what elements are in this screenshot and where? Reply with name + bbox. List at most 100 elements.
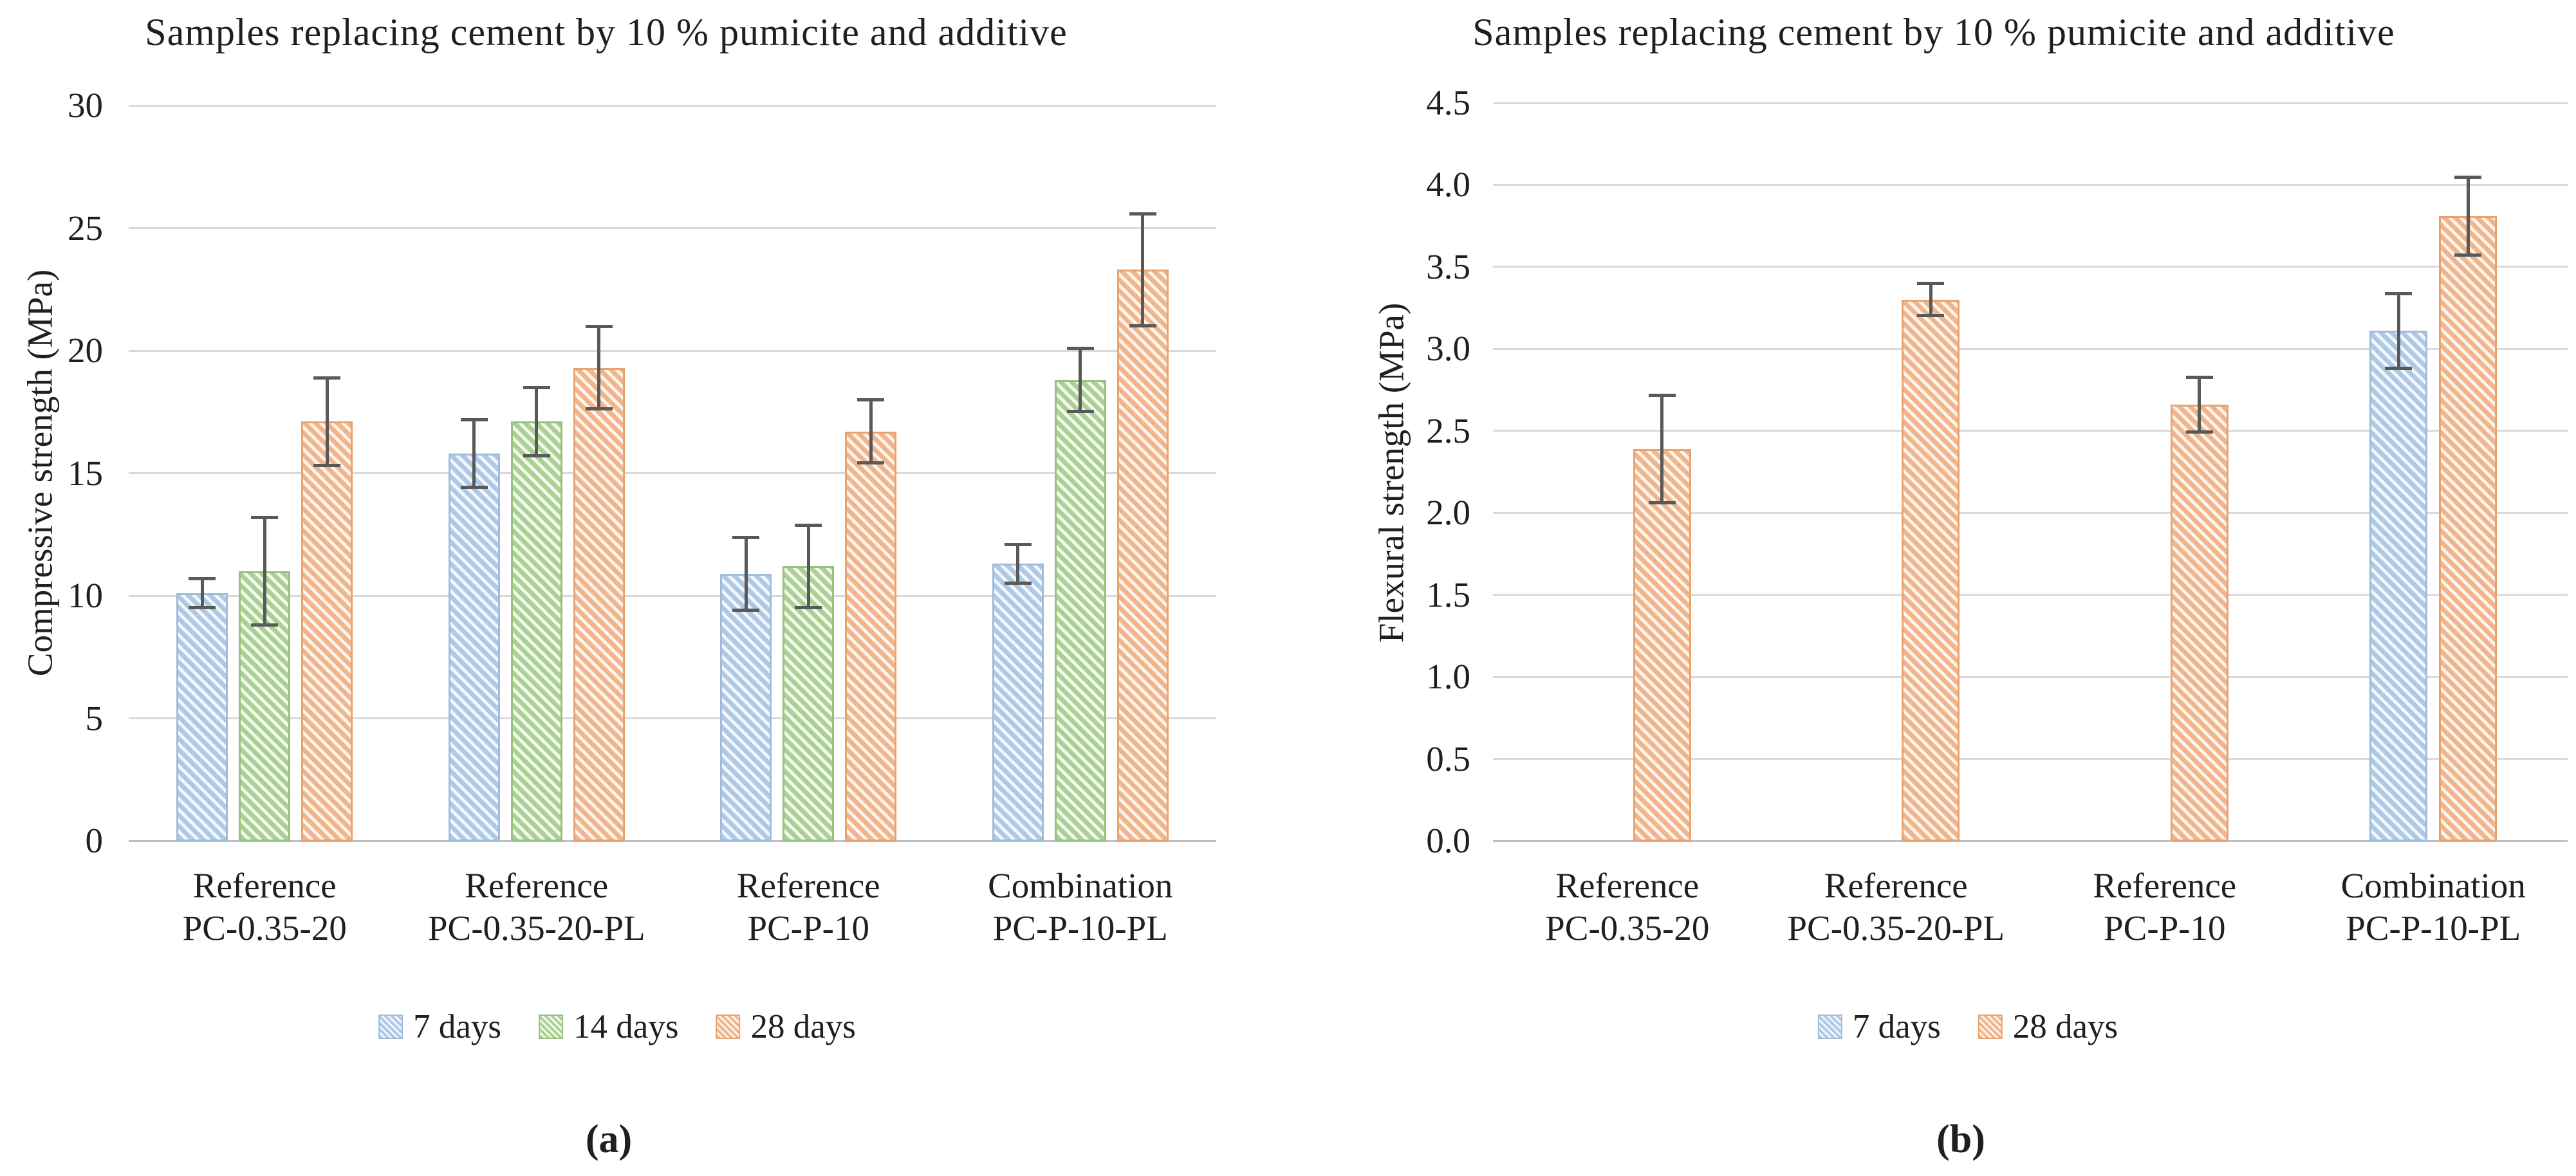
error-bar-cap-top — [1917, 282, 1945, 286]
bar-28-days-group2 — [1902, 299, 1960, 841]
error-bar — [2466, 176, 2470, 256]
x-category-label-line: PC-0.35-20-PL — [427, 908, 645, 948]
y-tick-label: 1.5 — [1426, 574, 1470, 614]
error-bar-cap-top — [857, 398, 885, 402]
x-category-label-line: PC-0.35-20 — [1545, 908, 1710, 948]
panel-caption-a: (a) — [585, 1117, 633, 1161]
error-bar — [325, 377, 329, 466]
error-bar — [1079, 348, 1082, 412]
gridline — [129, 594, 1216, 597]
error-bar-cap-bottom — [523, 454, 550, 457]
bar-28-days-group1 — [301, 421, 353, 841]
bar-28-days-group3 — [2170, 404, 2229, 841]
x-category-label: Reference PC-0.35-20-PL — [357, 865, 717, 950]
x-category-label-line: Reference — [1824, 866, 1968, 905]
x-category-label-line: PC-0.35-20-PL — [1787, 908, 2005, 948]
legend-label: 28 days — [2012, 1008, 2118, 1045]
y-tick-label: 0.0 — [1426, 821, 1470, 860]
error-bar — [1141, 213, 1145, 326]
x-category-label-line: PC-P-10 — [2104, 908, 2226, 948]
error-bar-cap-bottom — [189, 606, 216, 610]
bar-7-days-group4 — [992, 564, 1044, 841]
error-bar — [1016, 544, 1020, 583]
y-tick-label: 20 — [68, 331, 103, 370]
legend: 7 days 28 days — [1817, 1007, 2118, 1046]
x-category-label-line: Reference — [736, 866, 880, 905]
error-bar-cap-top — [1648, 393, 1676, 397]
bar-7-days-group1 — [176, 593, 228, 841]
error-bar-cap-bottom — [732, 608, 760, 612]
error-bar-cap-top — [732, 535, 760, 539]
x-category-label-line: Combination — [988, 866, 1173, 905]
bar-28-days-group4 — [1117, 270, 1169, 841]
legend-item-7-days: 7 days — [378, 1007, 501, 1046]
error-bar-cap-bottom — [313, 464, 341, 468]
y-tick-label: 0 — [85, 821, 104, 860]
error-bar — [2198, 376, 2201, 433]
y-tick-label: 0.5 — [1426, 739, 1470, 778]
gridline — [1493, 347, 2568, 350]
error-bar-cap-top — [1066, 347, 1094, 351]
y-tick-label: 3.0 — [1426, 329, 1470, 369]
chart-title: Samples replacing cement by 10 % pumicit… — [145, 11, 1068, 53]
error-bar-cap-top — [2385, 291, 2413, 295]
error-bar-cap-top — [251, 516, 279, 520]
error-bar-cap-bottom — [460, 486, 488, 490]
error-bar — [535, 387, 539, 456]
error-bar-cap-bottom — [1129, 324, 1156, 327]
y-tick-label: 15 — [68, 453, 103, 493]
y-tick-label: 1.0 — [1426, 657, 1470, 697]
y-tick-label: 2.0 — [1426, 493, 1470, 533]
error-bar-cap-bottom — [795, 606, 822, 610]
x-category-label-line: Reference — [465, 866, 609, 905]
x-axis-line — [1493, 840, 2568, 842]
gridline — [1493, 758, 2568, 760]
legend-swatch-icon — [1817, 1015, 1842, 1039]
gridline — [1493, 594, 2568, 596]
legend-label: 7 days — [413, 1008, 502, 1045]
y-tick-label: 4.0 — [1426, 165, 1470, 205]
error-bar — [744, 537, 748, 611]
gridline — [1493, 102, 2568, 104]
y-tick-label: 4.5 — [1426, 83, 1470, 122]
error-bar-cap-bottom — [1004, 581, 1032, 585]
x-category-label: Combination PC-P-10-PL — [900, 865, 1261, 950]
error-bar-cap-bottom — [1648, 501, 1676, 504]
x-category-label-line: PC-0.35-20 — [182, 908, 347, 948]
legend-swatch-icon — [716, 1015, 741, 1039]
bar-14-days-group4 — [1054, 380, 1106, 841]
error-bar-cap-bottom — [2185, 430, 2213, 434]
error-bar — [869, 400, 873, 464]
legend-item-28-days: 28 days — [1978, 1007, 2118, 1046]
legend-swatch-icon — [539, 1015, 564, 1039]
y-tick-label: 5 — [85, 698, 104, 738]
legend: 7 days 14 days 28 days — [378, 1007, 856, 1046]
legend-label: 28 days — [750, 1008, 856, 1045]
y-tick-label: 25 — [68, 208, 103, 248]
panel-caption-b: (b) — [1936, 1117, 1985, 1161]
error-bar-cap-bottom — [2454, 253, 2482, 257]
x-category-label: Reference PC-0.35-20 — [1447, 865, 1808, 950]
x-category-label-line: Combination — [2340, 866, 2526, 905]
error-bar-cap-top — [1004, 542, 1032, 546]
x-category-label-line: PC-P-10-PL — [2346, 908, 2521, 948]
y-tick-label: 30 — [68, 86, 103, 125]
bar-7-days-group4 — [2369, 331, 2428, 841]
x-category-label: Reference PC-0.35-20 — [84, 865, 445, 950]
bar-28-days-group3 — [845, 431, 897, 841]
error-bar-cap-bottom — [251, 623, 279, 627]
legend-label: 7 days — [1852, 1008, 1941, 1045]
gridline — [129, 227, 1216, 229]
chart-title: Samples replacing cement by 10 % pumicit… — [1472, 11, 2395, 53]
y-tick-label: 2.5 — [1426, 410, 1470, 450]
bar-14-days-group1 — [239, 571, 291, 841]
error-bar — [2396, 293, 2400, 369]
bar-14-days-group2 — [510, 421, 562, 841]
error-bar-cap-bottom — [1066, 410, 1094, 414]
error-bar — [1929, 283, 1932, 317]
bar-28-days-group1 — [1633, 448, 1691, 841]
x-category-label: Reference PC-0.35-20-PL — [1716, 865, 2076, 950]
